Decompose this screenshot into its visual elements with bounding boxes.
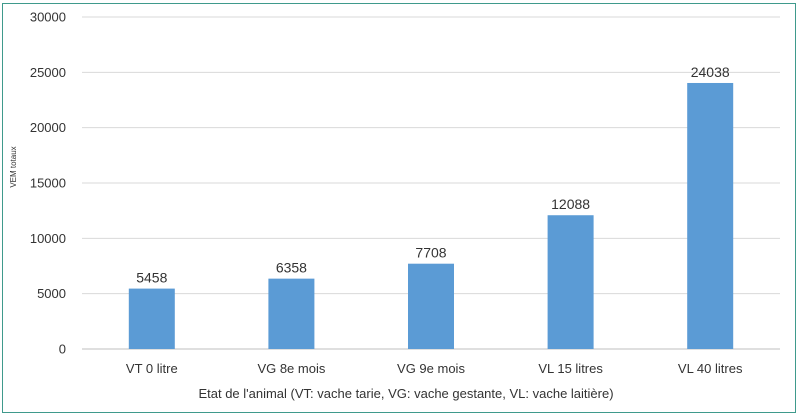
data-label: 5458 — [136, 270, 167, 286]
x-axis-label: Etat de l'animal (VT: vache tarie, VG: v… — [198, 386, 613, 401]
x-axis-ticks: VT 0 litre VG 8e mois VG 9e mois VL 15 litr… — [126, 361, 743, 376]
y-axis-label: VEM totaux — [9, 146, 18, 187]
data-labels: 5458 6358 7708 12088 24038 — [136, 64, 730, 286]
y-tick-label: 10000 — [30, 231, 66, 246]
y-tick-label: 30000 — [30, 10, 66, 25]
y-tick-label: 5000 — [37, 286, 66, 301]
y-tick-label: 20000 — [30, 120, 66, 135]
gridlines — [82, 16, 780, 350]
data-label: 12088 — [551, 196, 590, 212]
data-label: 24038 — [691, 64, 730, 80]
data-label: 6358 — [276, 260, 307, 276]
x-tick-label: VG 8e mois — [257, 361, 325, 376]
bar — [128, 288, 175, 349]
x-tick-label: VT 0 litre — [126, 361, 178, 376]
y-tick-label: 25000 — [30, 65, 66, 80]
bar — [687, 82, 734, 350]
bar — [408, 263, 454, 349]
bar — [268, 278, 315, 349]
x-tick-label: VL 15 litres — [538, 361, 603, 376]
x-tick-label: VL 40 litres — [678, 361, 743, 376]
y-axis-ticks: 0 5000 10000 15000 20000 25000 30000 — [30, 10, 66, 357]
y-tick-label: 0 — [59, 342, 66, 357]
x-tick-label: VG 9e mois — [397, 361, 465, 376]
bar — [547, 215, 594, 349]
y-tick-label: 15000 — [30, 176, 66, 191]
data-label: 7708 — [415, 245, 446, 261]
bars — [128, 82, 734, 350]
